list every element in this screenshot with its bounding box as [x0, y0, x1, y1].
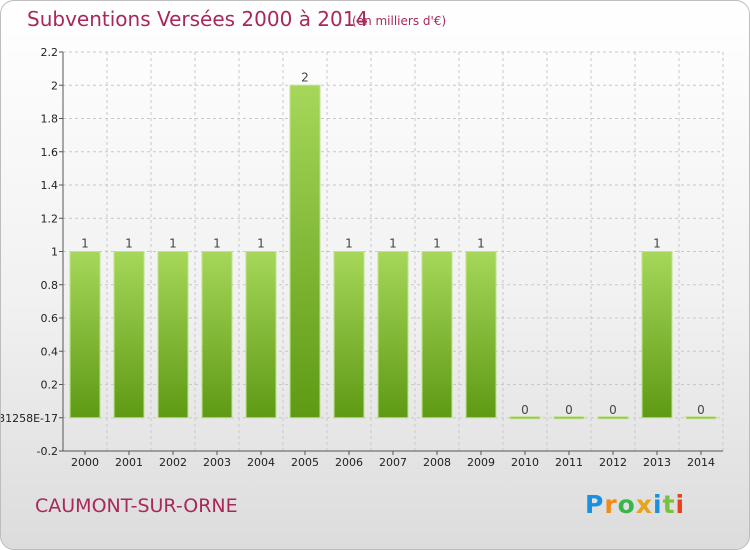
proxiti-logo[interactable]: Proxiti [585, 490, 685, 519]
x-tick-label-2003: 2003 [203, 456, 231, 469]
data-label-2009: 1 [477, 237, 485, 251]
logo-letter: i [653, 490, 663, 519]
chart-title: Subventions Versées 2000 à 2014 [27, 7, 369, 31]
x-tick-label-2002: 2002 [159, 456, 187, 469]
x-tick-label-2012: 2012 [599, 456, 627, 469]
y-tick-label: 1.4 [41, 179, 59, 192]
bar-2006 [333, 251, 365, 419]
data-label-2000: 1 [81, 237, 89, 251]
bar-2010 [509, 416, 541, 420]
bar-2011 [553, 416, 585, 420]
labels: 2.2 2 1.8 1.6 1.4 1.2 1 0.8 0.6 0.4 0.2 -5.55111512… [1, 46, 715, 469]
data-label-2012: 0 [609, 403, 617, 417]
x-tick-label-2005: 2005 [291, 456, 319, 469]
y-tick-label: 1.2 [41, 212, 59, 225]
data-label-2005: 2 [301, 70, 309, 84]
x-tick-label-2011: 2011 [555, 456, 583, 469]
data-label-2007: 1 [389, 237, 397, 251]
bar-2008 [421, 251, 453, 419]
bar-2007 [377, 251, 409, 419]
y-tick-label: -5.5511151231258E-17 [1, 412, 58, 425]
x-tick-label-2008: 2008 [423, 456, 451, 469]
x-tick-label-2007: 2007 [379, 456, 407, 469]
logo-letter: i [675, 490, 686, 519]
bar-2004 [245, 251, 277, 419]
data-label-2008: 1 [433, 237, 441, 251]
y-tick-label: 2.2 [41, 46, 59, 59]
logo-letter: r [604, 490, 618, 519]
x-tick-label-2013: 2013 [643, 456, 671, 469]
data-label-2006: 1 [345, 237, 353, 251]
y-tick-label: 0.4 [41, 345, 59, 358]
bar-2005 [289, 84, 321, 419]
y-tick-label: 1.8 [41, 113, 59, 126]
data-label-2011: 0 [565, 403, 573, 417]
x-tick-label-2006: 2006 [335, 456, 363, 469]
logo-letter: t [662, 490, 676, 519]
x-tick-label-2009: 2009 [467, 456, 495, 469]
y-tick-label: 1 [51, 246, 58, 259]
bars [69, 84, 717, 420]
bar-2014 [685, 416, 717, 420]
y-tick-label: 0.2 [41, 379, 59, 392]
x-tick-label-2014: 2014 [687, 456, 715, 469]
chart-subtitle: (en milliers d'€) [352, 14, 447, 28]
x-tick-label-2004: 2004 [247, 456, 275, 469]
data-label-2010: 0 [521, 403, 529, 417]
data-label-2003: 1 [213, 237, 221, 251]
x-tick-label-2000: 2000 [71, 456, 99, 469]
y-tick-label: 2 [51, 79, 58, 92]
data-label-2002: 1 [169, 237, 177, 251]
bar-2003 [201, 251, 233, 419]
data-label-2001: 1 [125, 237, 133, 251]
logo-letter: P [585, 490, 605, 519]
commune-name: CAUMONT-SUR-ORNE [35, 495, 238, 517]
y-tick-label: 1.6 [41, 146, 59, 159]
logo-letter: o [617, 490, 636, 519]
data-label-2014: 0 [697, 403, 705, 417]
logo-letter: x [635, 490, 653, 519]
x-tick-label-2001: 2001 [115, 456, 143, 469]
data-label-2004: 1 [257, 237, 265, 251]
y-tick-label: 0.8 [41, 279, 59, 292]
bar-2002 [157, 251, 189, 419]
x-tick-label-2010: 2010 [511, 456, 539, 469]
bar-2009 [465, 251, 497, 419]
bar-2000 [69, 251, 101, 419]
y-tick-label: 0.6 [41, 312, 59, 325]
axes [59, 51, 723, 455]
bar-2001 [113, 251, 145, 419]
data-label-2013: 1 [653, 237, 661, 251]
bar-2012 [597, 416, 629, 420]
bar-2013 [641, 251, 673, 419]
y-tick-label: -0.2 [37, 445, 58, 458]
